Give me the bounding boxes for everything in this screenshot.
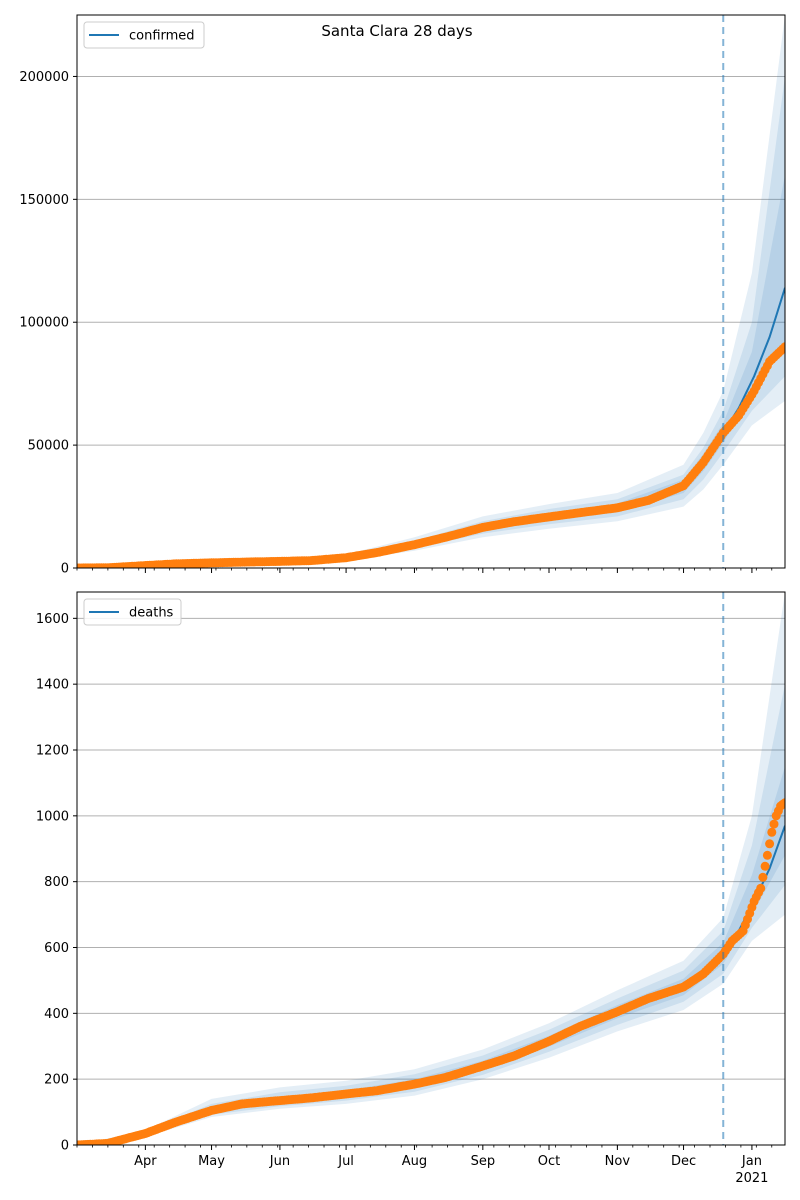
fit-line <box>77 287 785 568</box>
x-tick-label: Sep <box>471 1154 496 1169</box>
observed-point <box>758 872 768 882</box>
observed-point <box>765 839 775 849</box>
y-tick-label: 800 <box>44 875 69 890</box>
legend: deaths <box>83 598 182 626</box>
y-tick-label: 0 <box>61 562 69 577</box>
y-tick-label: 600 <box>44 941 69 956</box>
x-tick-label: May <box>198 1154 225 1169</box>
observed-point <box>767 827 777 837</box>
axes-frame <box>76 591 786 1146</box>
uncertainty-band <box>77 174 785 568</box>
y-tick-label: 1000 <box>36 809 69 824</box>
y-tick-label: 400 <box>44 1007 69 1022</box>
x-tick-label: Aug <box>402 1154 427 1169</box>
legend-box <box>83 21 205 49</box>
deaths-panel: 0 200 400 600 800 1000 1200 1400 1600 Apr May Jun Ju… <box>36 591 786 1186</box>
observed-point <box>760 861 770 871</box>
confirmed-panel: 0 50000 100000 150000 200000 confirmed <box>19 14 786 577</box>
x-tick-label: Nov <box>605 1154 631 1169</box>
plot-area <box>77 15 785 568</box>
y-tick-label: 100000 <box>19 316 69 331</box>
x-tick-label: Jul <box>337 1154 354 1169</box>
x-tick-label: Oct <box>538 1154 560 1169</box>
y-tick-label: 50000 <box>28 439 69 454</box>
legend: confirmed <box>83 21 205 49</box>
x-tick-label: Jun <box>269 1154 290 1169</box>
observed-point <box>780 798 785 808</box>
x-tick-sublabel: 2021 <box>735 1171 768 1186</box>
legend-box <box>83 598 182 626</box>
y-tick-label: 1400 <box>36 678 69 693</box>
x-tick-label: Jan <box>741 1154 762 1169</box>
x-tick-label: Apr <box>134 1154 157 1169</box>
legend-label: confirmed <box>129 29 195 44</box>
observed-point <box>756 883 766 893</box>
y-tick-label: 200 <box>44 1073 69 1088</box>
y-tick-label: 1200 <box>36 744 69 759</box>
y-tick-label: 200000 <box>19 70 69 85</box>
chart-title: Santa Clara 28 days <box>321 22 472 40</box>
y-tick-label: 1600 <box>36 612 69 627</box>
y-tick-label: 0 <box>61 1139 69 1154</box>
axes-frame <box>76 14 786 569</box>
uncertainty-band <box>77 592 785 1145</box>
observed-point <box>762 850 772 860</box>
observed-point <box>780 342 785 352</box>
y-tick-label: 150000 <box>19 193 69 208</box>
legend-label: deaths <box>129 606 174 621</box>
plot-area <box>77 592 785 1145</box>
x-tick-label: Dec <box>671 1154 696 1169</box>
observed-point <box>769 819 779 829</box>
